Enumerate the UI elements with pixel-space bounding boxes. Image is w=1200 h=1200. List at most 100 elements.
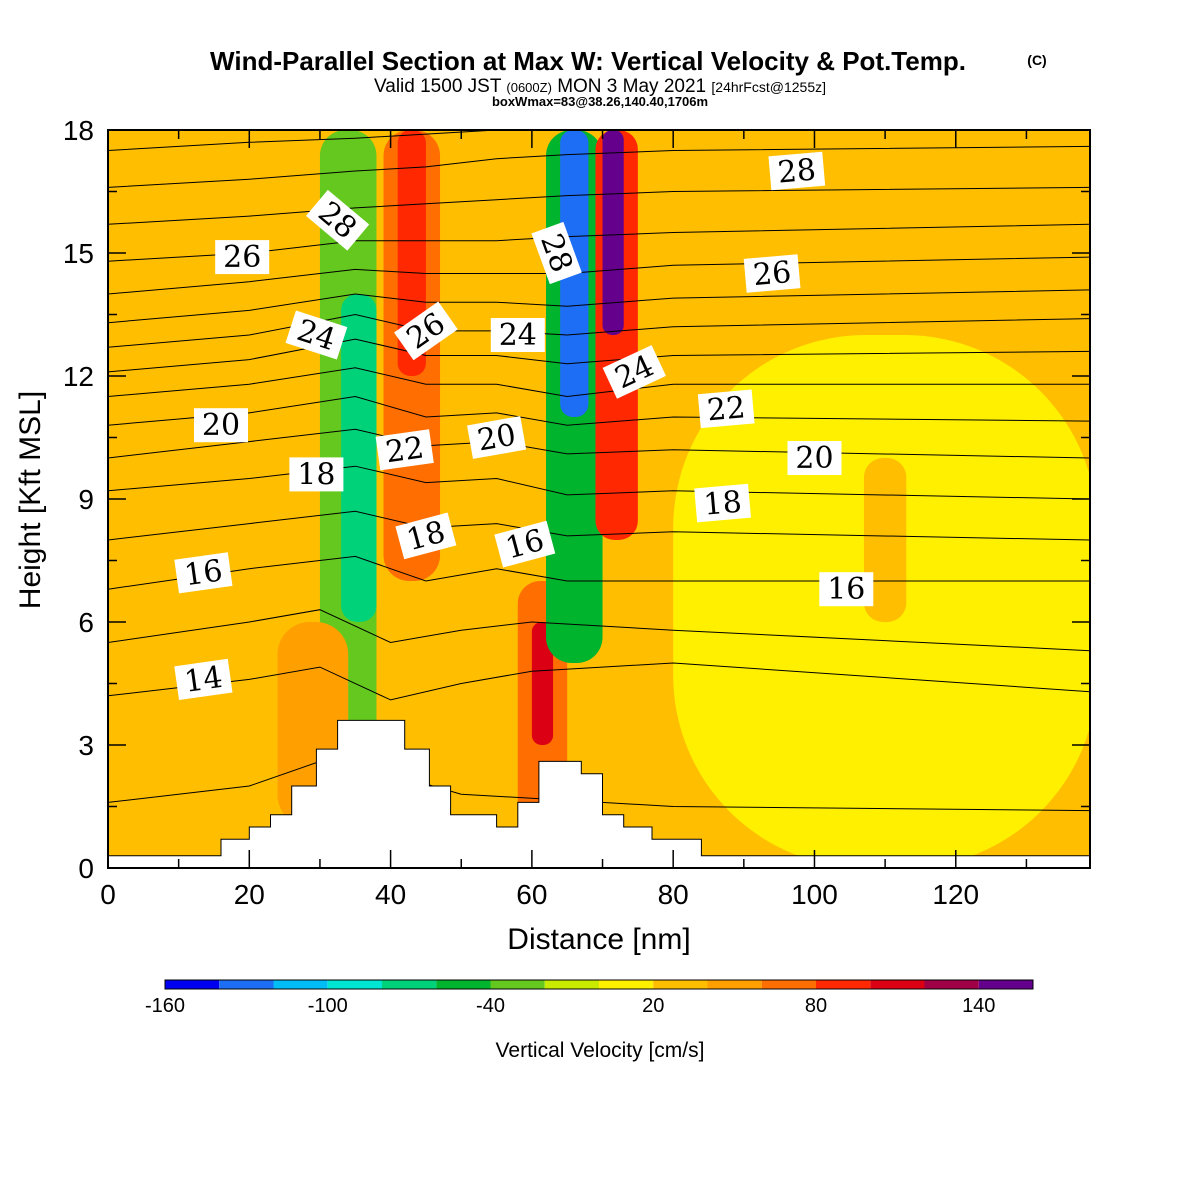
colorbar-swatch-15 — [978, 980, 1033, 989]
plot-area: 1416182022242628182024261628242218162026… — [63, 115, 1091, 910]
colorbar-swatch-9 — [653, 980, 708, 989]
contour-label-box — [494, 520, 556, 568]
contour-label-text: 18 — [702, 485, 743, 523]
terrain-profile — [107, 719, 1091, 869]
contour-label-20: 28 — [768, 151, 826, 191]
contour-label-text: 26 — [223, 240, 261, 275]
colorbar-label: Vertical Velocity [cm/s] — [496, 1039, 705, 1062]
colorbar-tick-label-3: 20 — [642, 995, 664, 1017]
contour-label-box — [531, 221, 582, 285]
chart-title: Wind-Parallel Section at Max W: Vertical… — [210, 46, 966, 76]
fill-cell-6 — [531, 622, 554, 745]
contour-label-box — [215, 240, 270, 275]
contour-label-box — [602, 345, 666, 399]
contour-label-text: 20 — [202, 408, 240, 443]
contour-label-text: 26 — [752, 255, 793, 293]
colorbar-tick-label-5: 140 — [962, 995, 995, 1017]
contour-label-6: 26 — [215, 240, 270, 275]
colorbar-swatch-11 — [761, 980, 816, 989]
contour-label-box — [289, 457, 344, 492]
contour-label-1: 16 — [174, 552, 233, 594]
velocity-fill — [108, 130, 1090, 868]
valid-utc: (0600Z) — [506, 80, 552, 95]
colorbar-swatch-6 — [490, 980, 545, 989]
colorbar-swatch-12 — [816, 980, 871, 989]
contour-label-box — [819, 572, 874, 607]
contour-label-2: 18 — [289, 457, 344, 492]
colorbar: -160 -100 -40 20 80 140 — [145, 979, 1034, 1017]
terrain — [107, 719, 1091, 869]
colorbar-swatch-2 — [273, 980, 328, 989]
contour-label-box — [768, 151, 826, 191]
colorbar-swatch-10 — [707, 980, 762, 989]
x-tick-label-0: 0 — [100, 879, 116, 910]
theta-contour-21 — [108, 367, 1090, 398]
contour-label-box — [194, 408, 248, 443]
fill-cell-3 — [397, 130, 426, 376]
contour-label-15: 22 — [697, 389, 755, 429]
forecast-info: [24hrFcst@1255z] — [711, 79, 826, 95]
contour-label-box — [694, 483, 751, 523]
colorbar-tick-label-2: -40 — [476, 995, 505, 1017]
box-info: boxWmax=83@38.26,140.40,1706m — [492, 94, 708, 109]
contour-label-text: 20 — [795, 441, 833, 476]
x-axis-label: Distance [nm] — [507, 923, 690, 956]
contour-label-text: 22 — [383, 430, 426, 470]
y-tick-label-5: 15 — [63, 238, 94, 269]
theta-contour-19 — [108, 428, 1090, 459]
contour-label-box — [305, 189, 370, 251]
contour-label-4: 22 — [375, 429, 434, 471]
contour-label-text: 16 — [827, 572, 865, 607]
contour-label-box — [743, 254, 801, 293]
x-tick-label-2: 40 — [375, 879, 406, 910]
contour-label-box — [394, 301, 458, 361]
contour-label-text: 22 — [706, 390, 747, 428]
contour-labels: 1416182022242628182024261628242218162026… — [174, 151, 874, 700]
theta-contour-18 — [108, 465, 1090, 500]
y-tick-label-6: 18 — [63, 115, 94, 146]
contour-label-text: 28 — [776, 152, 817, 190]
fill-cell-10 — [602, 130, 624, 335]
theta-contour-27 — [108, 186, 1090, 225]
contour-label-text: 20 — [475, 417, 519, 458]
contour-label-10: 24 — [490, 318, 545, 353]
colorbar-frame — [164, 979, 1034, 990]
theta-contour-20 — [108, 395, 1090, 426]
colorbar-swatch-0 — [165, 980, 220, 989]
contour-label-box — [285, 310, 348, 360]
contour-label-box — [467, 416, 527, 459]
x-tick-label-3: 60 — [516, 879, 547, 910]
y-tick-label-4: 12 — [63, 361, 94, 392]
contour-label-box — [697, 389, 755, 429]
x-axis: 0 20 40 60 80 100 120 — [100, 130, 1028, 910]
fill-cell-1 — [341, 294, 377, 622]
theta-contour-14 — [108, 662, 1090, 701]
colorbar-swatch-13 — [870, 980, 925, 989]
contour-label-text: 14 — [182, 660, 225, 700]
contour-label-0: 14 — [174, 658, 233, 700]
y-tick-label-3: 9 — [78, 484, 94, 515]
chart-subtitle: Valid 1500 JST (0600Z) MON 3 May 2021 [2… — [374, 76, 826, 97]
colorbar-swatch-5 — [436, 980, 491, 989]
theta-contour-15 — [108, 609, 1090, 652]
contour-label-16: 18 — [694, 483, 751, 523]
valid-date: MON 3 May 2021 — [557, 76, 706, 97]
colorbar-swatch-4 — [382, 980, 437, 989]
colorbar-swatch-8 — [599, 980, 654, 989]
contour-label-3: 20 — [194, 408, 248, 443]
contour-label-text: 16 — [182, 553, 225, 593]
theta-contour-25 — [108, 256, 1090, 295]
y-tick-label-1: 3 — [78, 730, 94, 761]
contour-label-box — [174, 552, 233, 594]
contour-label-17: 16 — [819, 572, 874, 607]
x-tick-label-1: 20 — [234, 879, 265, 910]
colorbar-swatch-1 — [219, 980, 274, 989]
theta-contour-24 — [108, 289, 1090, 324]
colorbar-tick-label-4: 80 — [805, 995, 827, 1017]
colorbar-tick-label-0: -160 — [145, 995, 185, 1017]
contour-label-8: 18 — [395, 512, 457, 560]
x-tick-label-5: 100 — [791, 879, 838, 910]
valid-prefix: Valid 1500 JST — [374, 76, 502, 97]
x-tick-label-6: 120 — [932, 879, 979, 910]
